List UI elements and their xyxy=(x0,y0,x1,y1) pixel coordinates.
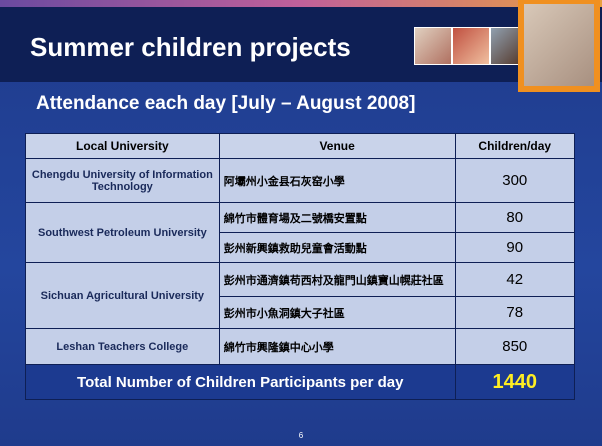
university: Southwest Petroleum University xyxy=(26,203,220,263)
children-count: 80 xyxy=(455,203,574,233)
venue: 綿竹市興隆鎮中心小學 xyxy=(219,329,455,365)
slide: Summer children projects Attendance each… xyxy=(0,0,602,446)
university: Sichuan Agricultural University xyxy=(26,263,220,329)
column-header: Local University xyxy=(26,134,220,159)
row: Chengdu University of Information Techno… xyxy=(26,159,575,203)
photo xyxy=(414,27,452,65)
children-count: 78 xyxy=(455,297,574,329)
venue: 綿竹市體育場及二號橋安置點 xyxy=(219,203,455,233)
venue: 彭州新興鎮救助兒童會活動點 xyxy=(219,233,455,263)
children-count: 300 xyxy=(455,159,574,203)
page-number: 6 xyxy=(0,431,602,440)
total-value: 1440 xyxy=(455,365,574,400)
stripe xyxy=(0,0,602,7)
venue: 彭州市通濟鎮苟西村及龍門山鎮寶山幌莊社區 xyxy=(219,263,455,297)
subtitle: Attendance each day [July – August 2008] xyxy=(36,93,415,115)
title: Summer children projects xyxy=(30,32,351,63)
children-count: 42 xyxy=(455,263,574,297)
university: Chengdu University of Information Techno… xyxy=(26,159,220,203)
children-count: 850 xyxy=(455,329,574,365)
venue: 阿壩州小金县石灰窑小學 xyxy=(219,159,455,203)
photo xyxy=(452,27,490,65)
university: Leshan Teachers College xyxy=(26,329,220,365)
total-label: Total Number of Children Participants pe… xyxy=(26,365,456,400)
venue: 彭州市小魚洞鎮大子社區 xyxy=(219,297,455,329)
total-row: Total Number of Children Participants pe… xyxy=(26,365,575,400)
children-count: 90 xyxy=(455,233,574,263)
photo xyxy=(524,4,594,86)
column-header: Children/day xyxy=(455,134,574,159)
column-header: Venue xyxy=(219,134,455,159)
